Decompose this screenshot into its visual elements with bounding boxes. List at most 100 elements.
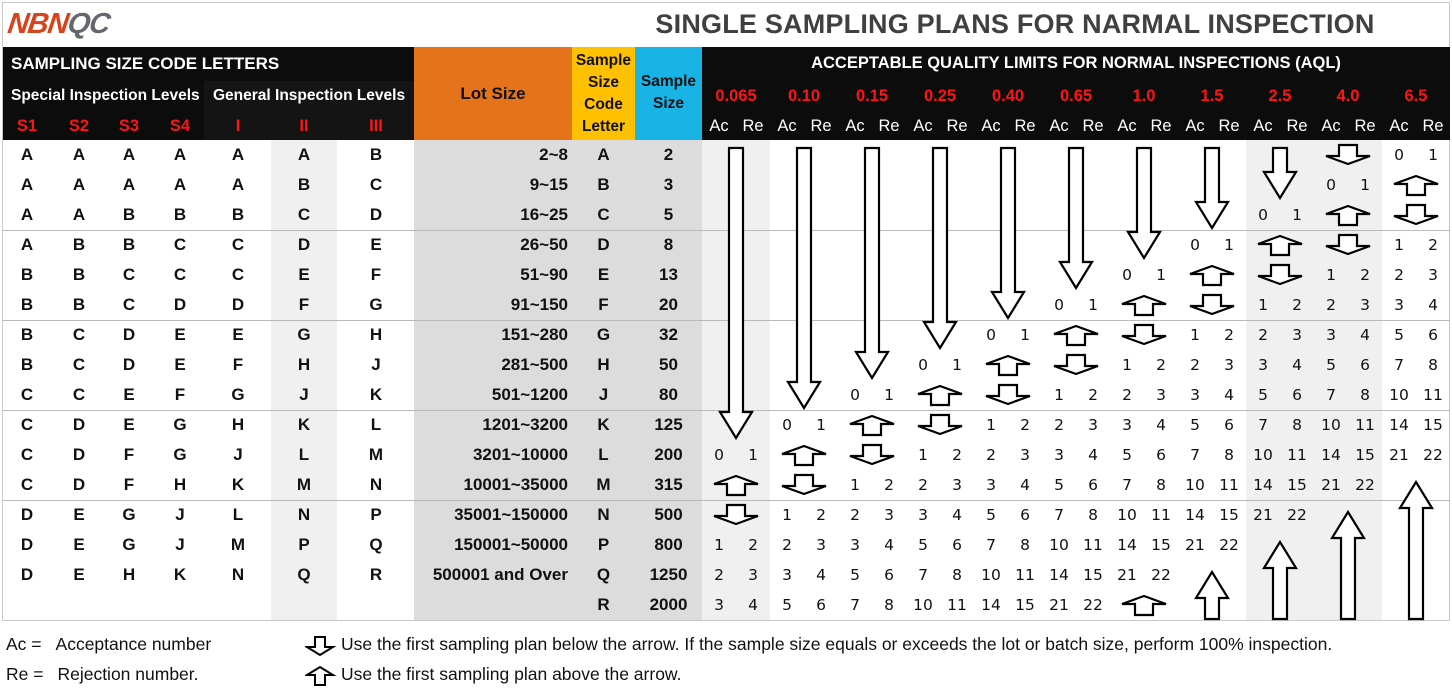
ac-value: 1 [1394, 236, 1404, 254]
re-value: 4 [1428, 296, 1438, 314]
ac-value: 5 [918, 536, 928, 554]
level-cell: E [73, 535, 85, 554]
ac-value: 5 [1326, 356, 1336, 374]
ac-value: 3 [1326, 326, 1336, 344]
arrow-up-icon [985, 354, 1031, 377]
ac-value: 2 [918, 476, 928, 494]
re-value: 11 [1083, 536, 1103, 554]
re-value: 8 [1224, 446, 1234, 464]
aql-value-2-5: 2.5 [1268, 87, 1292, 105]
aql-value-1-5: 1.5 [1200, 87, 1224, 105]
ac-value: 14 [1185, 506, 1205, 524]
long-arrow-up-icon [1398, 479, 1434, 621]
arrow-down-icon [1393, 203, 1439, 226]
long-arrow-down-icon [1194, 146, 1230, 231]
re-value: 1 [1428, 146, 1438, 164]
level-label-s4: S4 [169, 117, 191, 135]
re-value: 11 [1423, 386, 1443, 404]
re-value: 4 [952, 506, 962, 524]
level-cell: Q [297, 565, 311, 584]
re-value: 6 [1360, 356, 1370, 374]
level-cell: D [173, 295, 187, 314]
ac-value: 14 [981, 596, 1001, 614]
level-cell: A [72, 145, 86, 164]
level-cell: G [173, 415, 187, 434]
long-arrow-down-icon [854, 146, 890, 381]
code-letter-cell: R [597, 595, 610, 614]
re-value: 1 [1020, 326, 1030, 344]
ac-value: 14 [1389, 416, 1409, 434]
lot-size-cell: 51~90 [520, 265, 568, 284]
level-ii-column-bg [271, 140, 337, 620]
arrow-down-icon [781, 473, 827, 496]
ac-value: 0 [1122, 266, 1132, 284]
ac-value: 3 [850, 536, 860, 554]
legend-ac: Ac = Acceptance number [6, 634, 211, 655]
re-value: 3 [1156, 386, 1166, 404]
ac-value: 0 [850, 386, 860, 404]
level-cell: C [72, 325, 86, 344]
arrow-up-icon [1121, 294, 1167, 317]
sample-size-cell: 125 [654, 415, 683, 434]
re-value: 2 [1360, 266, 1370, 284]
ac-value: 7 [986, 536, 996, 554]
level-cell: M [368, 445, 384, 464]
code-letters-title: SAMPLING SIZE CODE LETTERS [11, 54, 280, 73]
level-cell: C [231, 265, 245, 284]
level-cell: F [370, 265, 382, 284]
level-cell: A [20, 175, 34, 194]
long-arrow-down-icon [1126, 146, 1162, 261]
re-value: 3 [816, 536, 826, 554]
re-value: 3 [1292, 326, 1302, 344]
ac-value: 5 [1394, 326, 1404, 344]
code-letter-cell: P [597, 535, 610, 554]
level-cell: F [174, 385, 186, 404]
ac-value: 21 [1049, 596, 1069, 614]
level-cell: J [175, 535, 185, 554]
level-cell: B [122, 235, 136, 254]
sample-size-cell: 800 [654, 535, 683, 554]
re-value: 8 [1156, 476, 1166, 494]
ac-value: 2 [850, 506, 860, 524]
arrow-down-icon [305, 636, 337, 657]
re-value: 15 [1151, 536, 1171, 554]
ac-value: 0 [918, 356, 928, 374]
level-cell: B [173, 205, 187, 224]
arrow-down-icon [985, 383, 1031, 406]
level-cell: A [20, 235, 34, 254]
re-value: 2 [952, 446, 962, 464]
level-cell: H [369, 325, 383, 344]
level-cell: C [122, 295, 136, 314]
ac-value: 7 [918, 566, 928, 584]
re-value: 4 [1020, 476, 1030, 494]
ac-value: 3 [918, 506, 928, 524]
table-row: B C D E F H J 281~500 H 50 0 1 1 2 2 3 3 4 5 6 7 8 [0, 350, 1452, 380]
table-row: R 2000 3 4 5 6 7 8 10 11 14 15 21 22 [0, 590, 1452, 620]
arrow-down-icon [849, 443, 895, 466]
re-value: 1 [816, 416, 826, 434]
arrow-up-icon [1393, 174, 1439, 197]
re-value: 22 [1355, 476, 1375, 494]
re-value: 6 [1088, 476, 1098, 494]
ac-value: 21 [1321, 476, 1341, 494]
level-cell: A [231, 145, 245, 164]
aql-title: ACCEPTABLE QUALITY LIMITS FOR NORMAL INS… [811, 54, 1341, 72]
sample-size-cell: 32 [659, 325, 678, 344]
ac-value: 7 [1326, 386, 1336, 404]
ac-header: Ac [845, 117, 865, 135]
arrow-down-icon [1189, 293, 1235, 316]
re-header: Re [1082, 117, 1104, 135]
ac-value: 3 [1394, 296, 1404, 314]
long-arrow-up-icon [1262, 539, 1298, 621]
sample-size-cell: 500 [654, 505, 683, 524]
level-cell: G [231, 385, 245, 404]
arrow-up-icon [1189, 264, 1235, 287]
level-cell: C [122, 265, 136, 284]
general-levels-header-bg [204, 81, 414, 140]
level-cell: D [231, 295, 245, 314]
re-value: 22 [1287, 506, 1307, 524]
sample-size-cell: 3 [663, 175, 674, 194]
level-cell: A [20, 145, 34, 164]
ac-header: Ac [1117, 117, 1137, 135]
level-cell: B [20, 295, 34, 314]
